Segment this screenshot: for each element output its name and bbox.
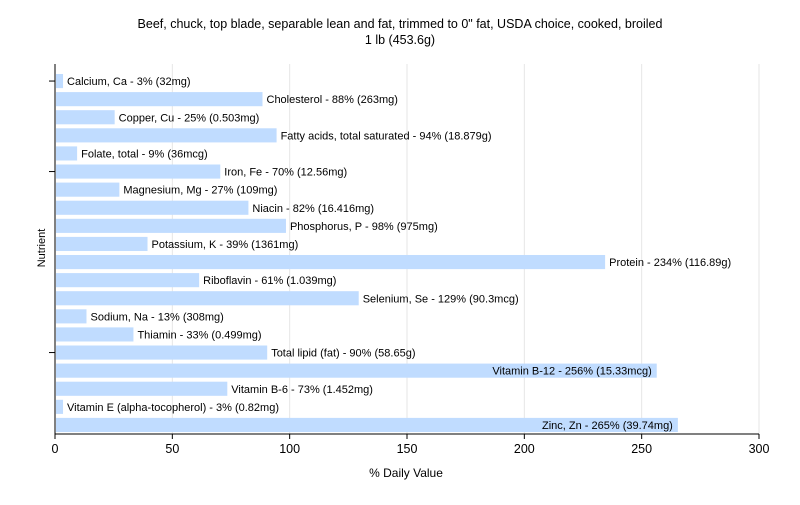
bar-label: Folate, total - 9% (36mcg) — [81, 148, 208, 160]
bar-labels: Calcium, Ca - 3% (32mg) Cholesterol - 88%… — [67, 76, 731, 432]
bar-label: Iron, Fe - 70% (12.56mg) — [224, 167, 347, 179]
bar-label: Thiamin - 33% (0.499mg) — [137, 329, 261, 341]
chart-title: Beef, chuck, top blade, separable lean a… — [138, 17, 663, 31]
bar — [56, 236, 148, 252]
bar-label: Vitamin B-12 - 256% (15.33mcg) — [492, 366, 651, 378]
bar-label: Magnesium, Mg - 27% (109mg) — [123, 185, 277, 197]
bar-label: Zinc, Zn - 265% (39.74mg) — [542, 420, 673, 432]
bar — [56, 327, 134, 342]
bars — [56, 73, 678, 433]
bar — [56, 110, 115, 125]
bar-label: Phosphorus, P - 98% (975mg) — [290, 221, 438, 233]
y-axis-label: Nutrient — [36, 229, 48, 268]
bar-label: Fatty acids, total saturated - 94% (18.8… — [281, 130, 492, 142]
bar-label: Selenium, Se - 129% (90.3mcg) — [363, 293, 519, 305]
bar-label: Niacin - 82% (16.416mg) — [252, 203, 374, 215]
bar — [56, 381, 228, 396]
bar — [56, 363, 657, 378]
bar — [56, 254, 606, 270]
bar-label: Vitamin B-6 - 73% (1.452mg) — [231, 384, 373, 396]
x-tick-label: 250 — [631, 442, 652, 456]
bar — [56, 146, 78, 161]
axes: 0 50 100 150 200 250 300 — [49, 64, 769, 456]
bar — [56, 218, 286, 233]
bar-label: Cholesterol - 88% (263mg) — [267, 94, 398, 106]
x-tick-label: 100 — [279, 442, 300, 456]
bar-label: Potassium, K - 39% (1361mg) — [152, 239, 299, 251]
bar — [56, 417, 678, 433]
bar-label: Calcium, Ca - 3% (32mg) — [67, 76, 190, 88]
bar — [56, 399, 64, 414]
x-tick-label: 0 — [52, 442, 59, 456]
chart-subtitle: 1 lb (453.6g) — [365, 33, 435, 47]
bar-label: Sodium, Na - 13% (308mg) — [91, 311, 224, 323]
bar-label: Total lipid (fat) - 90% (58.65g) — [271, 348, 415, 360]
bar — [56, 128, 277, 143]
bar-label: Vitamin E (alpha-tocopherol) - 3% (0.82m… — [67, 402, 279, 414]
bar — [56, 164, 221, 179]
bar — [56, 92, 263, 107]
bar — [56, 273, 200, 288]
bar — [56, 309, 87, 324]
bar — [56, 182, 120, 197]
x-axis-label: % Daily Value — [369, 466, 443, 480]
x-tick-label: 200 — [514, 442, 535, 456]
bar — [56, 200, 249, 215]
bar — [56, 345, 268, 360]
x-tick-label: 150 — [397, 442, 418, 456]
bar-label: Copper, Cu - 25% (0.503mg) — [119, 112, 260, 124]
x-tick-label: 50 — [165, 442, 179, 456]
bar — [56, 291, 359, 306]
bar — [56, 73, 64, 89]
bar-label: Protein - 234% (116.89g) — [609, 257, 731, 269]
x-tick-label: 300 — [749, 442, 770, 456]
bar-label: Riboflavin - 61% (1.039mg) — [203, 275, 336, 287]
